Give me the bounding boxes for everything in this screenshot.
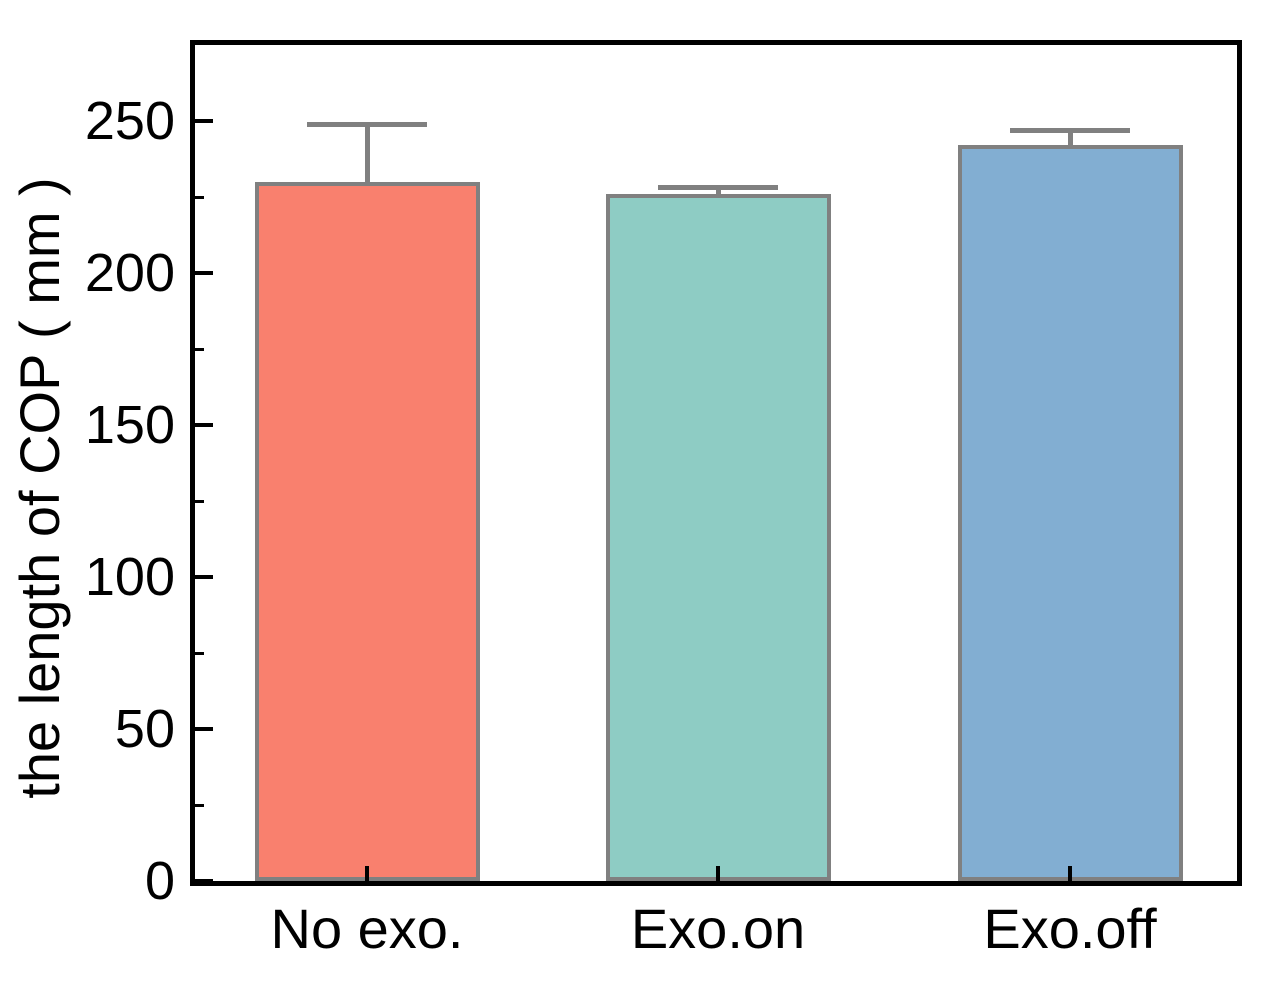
error-bar-cap (1010, 127, 1130, 133)
y-minor-tick (195, 195, 204, 199)
x-tick-label: No exo. (270, 897, 464, 960)
y-minor-tick (195, 499, 204, 503)
error-bar-stem (715, 187, 721, 194)
y-minor-tick (195, 651, 204, 655)
error-bar-stem (1067, 130, 1073, 146)
bar (957, 145, 1183, 881)
error-bar-cap (658, 185, 778, 191)
error-bar-stem (364, 124, 370, 182)
x-major-tick (716, 866, 720, 881)
y-major-tick (195, 423, 213, 427)
axis-ticks-layer (195, 45, 1237, 883)
y-major-tick (195, 879, 213, 883)
error-bar-cap (307, 121, 427, 127)
bar (254, 181, 480, 881)
y-tick-label: 200 (84, 243, 175, 303)
x-major-tick (1068, 866, 1072, 881)
y-tick-label: 50 (114, 699, 175, 759)
x-major-tick (365, 866, 369, 881)
bar (605, 193, 831, 881)
y-major-tick (195, 271, 213, 275)
y-major-tick (195, 119, 213, 123)
x-tick-label: Exo.on (630, 897, 806, 960)
y-tick-label: 250 (84, 91, 175, 151)
y-major-tick (195, 727, 213, 731)
y-tick-label: 0 (144, 851, 175, 911)
y-minor-tick (195, 803, 204, 807)
y-tick-label: 100 (84, 547, 175, 607)
y-major-tick (195, 575, 213, 579)
y-tick-label: 150 (84, 395, 175, 455)
x-tick-label: Exo.off (983, 897, 1157, 960)
y-minor-tick (195, 347, 204, 351)
bars-layer (195, 45, 1237, 881)
plot-area (190, 40, 1242, 886)
